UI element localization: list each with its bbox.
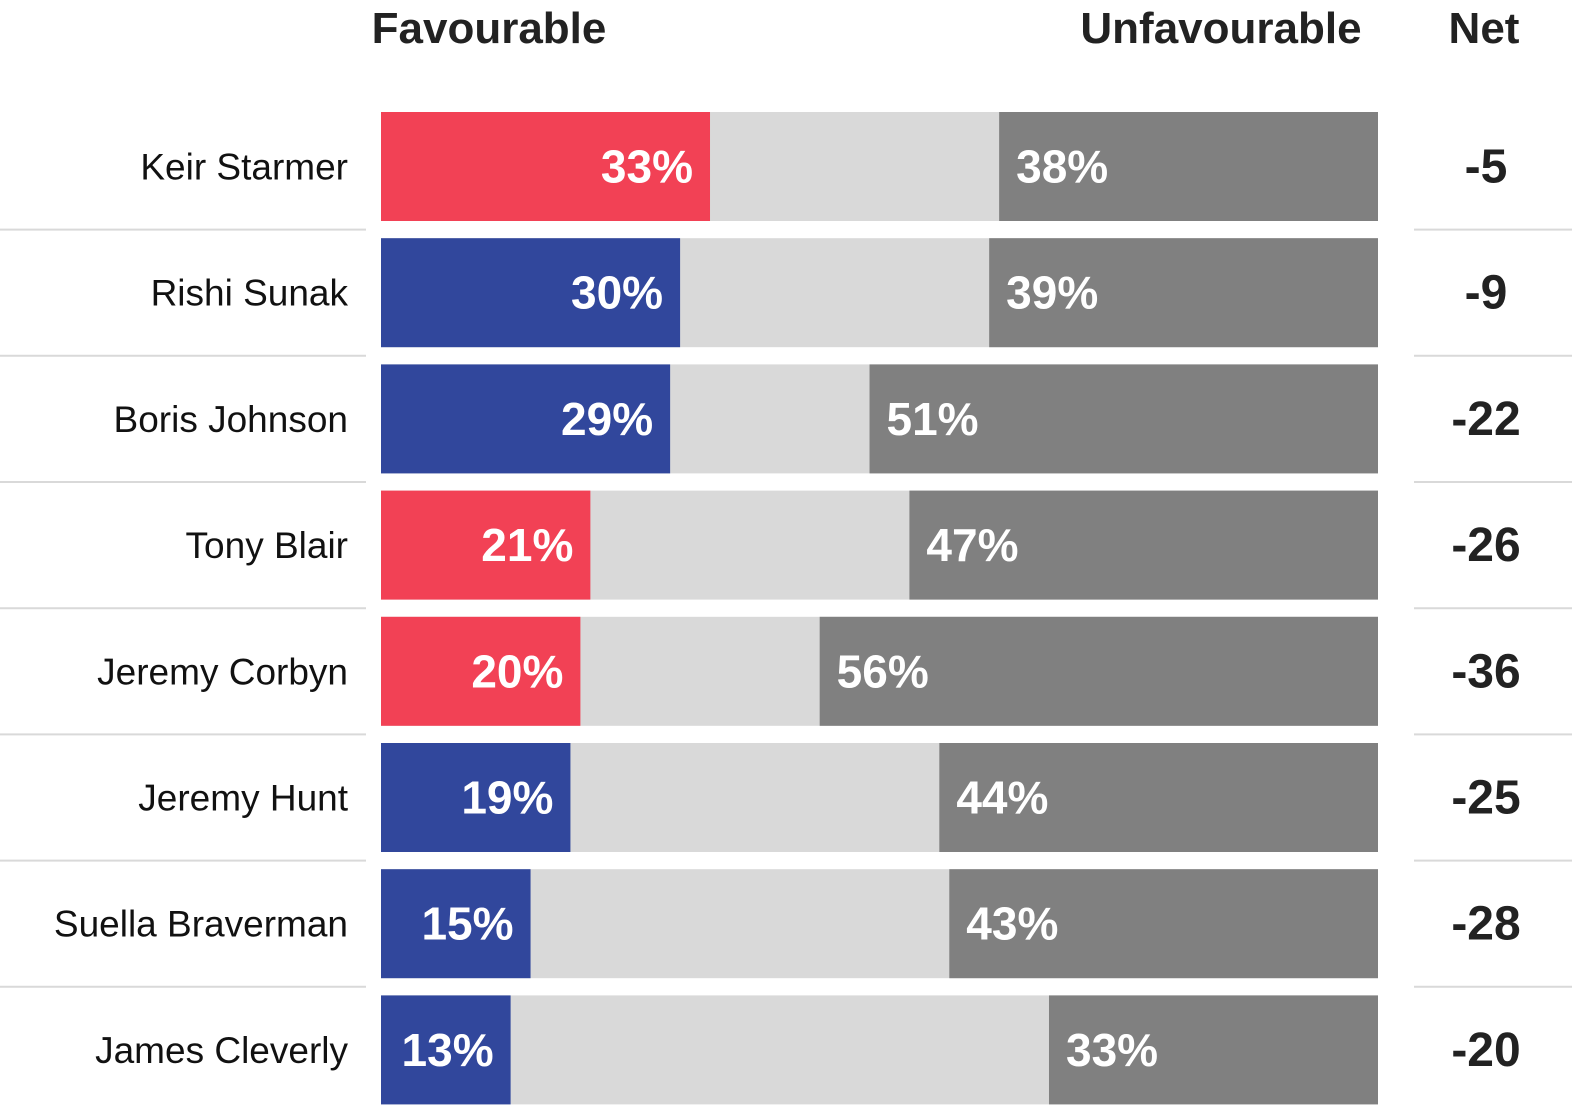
row-label: Tony Blair (186, 525, 348, 566)
unfavourable-value-label: 43% (966, 898, 1058, 950)
favourable-value-label: 29% (561, 393, 653, 445)
favourable-bar (381, 364, 671, 474)
unfavourable-value-label: 38% (1016, 141, 1108, 193)
unfavourable-bar (949, 869, 1378, 979)
favourable-value-label: 20% (471, 645, 563, 697)
favourable-bar (381, 112, 711, 221)
unfavourable-bar (989, 238, 1378, 348)
unfavourable-header: Unfavourable (1080, 4, 1361, 53)
net-value: -25 (1451, 772, 1520, 825)
unfavourable-bar (1048, 995, 1378, 1105)
favourable-value-label: 21% (481, 519, 573, 571)
net-header: Net (1449, 4, 1520, 53)
net-value: -28 (1451, 898, 1520, 951)
favourable-bar (381, 869, 531, 979)
unfavourable-value-label: 44% (956, 772, 1048, 824)
row-label: Jeremy Corbyn (97, 651, 348, 692)
favourable-value-label: 30% (571, 267, 663, 319)
favourable-bar (381, 616, 581, 726)
net-value: -20 (1451, 1024, 1520, 1077)
unfavourable-bar (999, 112, 1378, 221)
row-label: James Cleverly (95, 1030, 348, 1071)
favourable-bar (381, 238, 681, 348)
unfavourable-bar (909, 490, 1378, 600)
favourable-value-label: 13% (402, 1024, 494, 1076)
favourable-bar (381, 743, 571, 852)
favourable-value-label: 19% (461, 772, 553, 824)
net-value: -36 (1451, 645, 1520, 698)
row-label: Rishi Sunak (151, 273, 349, 314)
row-label: Keir Starmer (140, 147, 348, 188)
unfavourable-bar (869, 364, 1378, 474)
net-value: -26 (1451, 519, 1520, 572)
favourable-bar (381, 490, 591, 600)
net-value: -22 (1451, 393, 1520, 446)
row-label: Suella Braverman (54, 904, 348, 945)
unfavourable-value-label: 47% (926, 519, 1018, 571)
favourable-header: Favourable (372, 4, 607, 53)
unfavourable-value-label: 39% (1006, 267, 1098, 319)
favourable-value-label: 15% (421, 898, 513, 950)
favourable-bar (381, 995, 511, 1105)
unfavourable-value-label: 51% (887, 393, 979, 445)
chart-rows: Keir Starmer 33% 38% -5 Rishi Sunak 30% 39% -9 B… (0, 112, 1572, 1105)
net-value: -9 (1465, 267, 1508, 320)
unfavourable-bar (819, 616, 1378, 726)
unfavourable-bar (939, 743, 1378, 852)
net-value: -5 (1465, 141, 1508, 194)
row-label: Boris Johnson (114, 399, 348, 440)
favourable-value-label: 33% (601, 141, 693, 193)
row-label: Jeremy Hunt (138, 778, 348, 819)
unfavourable-value-label: 56% (837, 645, 929, 697)
unfavourable-value-label: 33% (1066, 1024, 1158, 1076)
